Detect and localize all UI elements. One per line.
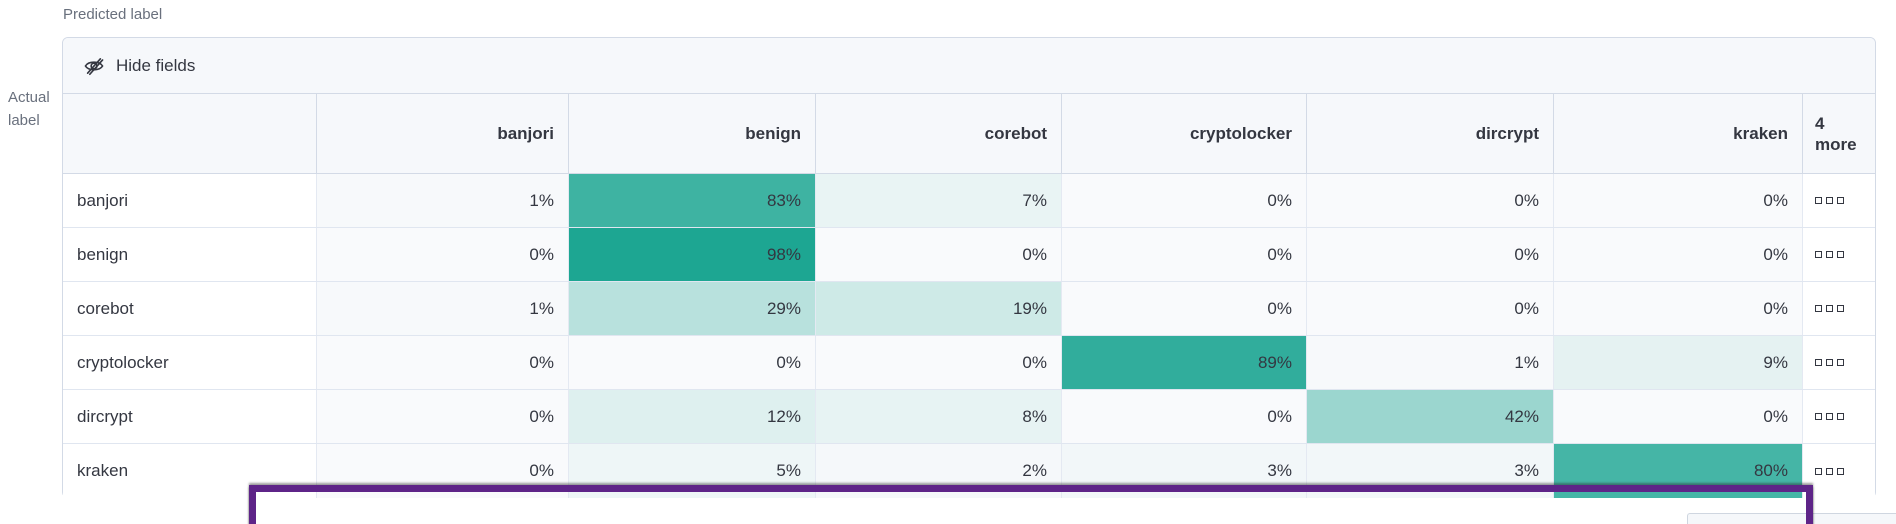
matrix-cell[interactable]: 0%	[1061, 228, 1306, 281]
hide-fields-button[interactable]: Hide fields	[63, 38, 1875, 94]
row-more-actions[interactable]	[1802, 174, 1875, 227]
boxes-horizontal-icon	[1815, 197, 1822, 204]
column-header-banjori[interactable]: banjori	[316, 94, 568, 173]
boxes-horizontal-icon	[1815, 413, 1822, 420]
matrix-cell[interactable]: 1%	[316, 282, 568, 335]
more-count: 4	[1815, 113, 1825, 133]
row-label: cryptolocker	[63, 336, 316, 389]
row-label: kraken	[63, 444, 316, 498]
row-more-actions[interactable]	[1802, 390, 1875, 443]
boxes-horizontal-icon	[1826, 413, 1833, 420]
matrix-cell[interactable]: 1%	[1306, 336, 1553, 389]
boxes-horizontal-icon	[1815, 467, 1822, 475]
row-more-actions[interactable]	[1802, 228, 1875, 281]
row-label: banjori	[63, 174, 316, 227]
boxes-horizontal-icon	[1826, 359, 1833, 366]
column-header-corebot[interactable]: corebot	[815, 94, 1061, 173]
matrix-cell[interactable]: 0%	[815, 336, 1061, 389]
matrix-cell[interactable]: 1%	[316, 174, 568, 227]
matrix-cell[interactable]: 29%	[568, 282, 815, 335]
matrix-cell[interactable]: 0%	[1306, 228, 1553, 281]
matrix-cell[interactable]: 0%	[1061, 174, 1306, 227]
boxes-horizontal-icon	[1837, 359, 1844, 366]
row-more-actions[interactable]	[1802, 444, 1875, 498]
matrix-cell[interactable]: 0%	[1553, 282, 1802, 335]
boxes-horizontal-icon	[1837, 197, 1844, 204]
matrix-cell[interactable]: 0%	[1061, 390, 1306, 443]
matrix-cell[interactable]: 0%	[316, 336, 568, 389]
table-row-kraken: kraken 0% 5% 2% 3% 3% 80%	[63, 444, 1875, 498]
boxes-horizontal-icon	[1837, 467, 1844, 475]
table-row-benign: benign 0% 98% 0% 0% 0% 0%	[63, 228, 1875, 282]
horizontal-scrollbar-partial[interactable]	[1687, 513, 1896, 524]
boxes-horizontal-icon	[1815, 251, 1822, 258]
boxes-horizontal-icon	[1815, 359, 1822, 366]
matrix-cell[interactable]: 0%	[1306, 282, 1553, 335]
boxes-horizontal-icon	[1826, 251, 1833, 258]
column-header-row: banjori benign corebot cryptolocker dircrypt…	[63, 94, 1875, 174]
matrix-cell[interactable]: 12%	[568, 390, 815, 443]
matrix-cell[interactable]: 3%	[1306, 444, 1553, 498]
matrix-cell[interactable]: 19%	[815, 282, 1061, 335]
boxes-horizontal-icon	[1815, 305, 1822, 312]
column-header-more[interactable]: 4 more	[1802, 94, 1875, 173]
actual-label-line2: label	[8, 112, 40, 129]
table-row-dircrypt: dircrypt 0% 12% 8% 0% 42% 0%	[63, 390, 1875, 444]
matrix-cell[interactable]: 0%	[1061, 282, 1306, 335]
more-word: more	[1815, 134, 1857, 154]
row-more-actions[interactable]	[1802, 336, 1875, 389]
matrix-cell[interactable]: 9%	[1553, 336, 1802, 389]
matrix-cell[interactable]: 0%	[815, 228, 1061, 281]
hide-fields-label: Hide fields	[116, 55, 196, 75]
matrix-rows: banjori 1% 83% 7% 0% 0% 0% benign 0% 98% 0% 0% 0% 0% c…	[63, 174, 1875, 498]
row-label: dircrypt	[63, 390, 316, 443]
column-header-kraken[interactable]: kraken	[1553, 94, 1802, 173]
boxes-horizontal-icon	[1837, 251, 1844, 258]
predicted-label-axis-title: Predicted label	[63, 6, 163, 23]
matrix-cell[interactable]: 0%	[568, 336, 815, 389]
matrix-cell[interactable]: 80%	[1553, 444, 1802, 498]
matrix-cell[interactable]: 0%	[316, 444, 568, 498]
matrix-cell[interactable]: 2%	[815, 444, 1061, 498]
matrix-cell[interactable]: 89%	[1061, 336, 1306, 389]
actual-label-axis-title: Actual label	[8, 86, 50, 132]
row-label: corebot	[63, 282, 316, 335]
matrix-cell[interactable]: 0%	[1553, 228, 1802, 281]
matrix-cell[interactable]: 0%	[1306, 174, 1553, 227]
boxes-horizontal-icon	[1826, 197, 1833, 204]
boxes-horizontal-icon	[1837, 413, 1844, 420]
table-row-banjori: banjori 1% 83% 7% 0% 0% 0%	[63, 174, 1875, 228]
table-row-cryptolocker: cryptolocker 0% 0% 0% 89% 1% 9%	[63, 336, 1875, 390]
column-header-dircrypt[interactable]: dircrypt	[1306, 94, 1553, 173]
matrix-cell[interactable]: 0%	[316, 390, 568, 443]
boxes-horizontal-icon	[1826, 467, 1833, 475]
column-header-benign[interactable]: benign	[568, 94, 815, 173]
row-more-actions[interactable]	[1802, 282, 1875, 335]
matrix-cell[interactable]: 7%	[815, 174, 1061, 227]
matrix-cell[interactable]: 0%	[1553, 390, 1802, 443]
column-header-cryptolocker[interactable]: cryptolocker	[1061, 94, 1306, 173]
matrix-cell[interactable]: 42%	[1306, 390, 1553, 443]
eye-closed-icon	[84, 57, 104, 75]
matrix-cell[interactable]: 5%	[568, 444, 815, 498]
matrix-cell[interactable]: 0%	[1553, 174, 1802, 227]
matrix-cell[interactable]: 98%	[568, 228, 815, 281]
row-label: benign	[63, 228, 316, 281]
table-row-corebot: corebot 1% 29% 19% 0% 0% 0%	[63, 282, 1875, 336]
matrix-cell[interactable]: 83%	[568, 174, 815, 227]
matrix-cell[interactable]: 0%	[316, 228, 568, 281]
boxes-horizontal-icon	[1837, 305, 1844, 312]
confusion-matrix-panel: Hide fields banjori benign corebot cryptolo…	[62, 37, 1876, 498]
boxes-horizontal-icon	[1826, 305, 1833, 312]
matrix-cell[interactable]: 8%	[815, 390, 1061, 443]
matrix-cell[interactable]: 3%	[1061, 444, 1306, 498]
header-corner-cell	[63, 94, 316, 173]
actual-label-line1: Actual	[8, 89, 50, 106]
